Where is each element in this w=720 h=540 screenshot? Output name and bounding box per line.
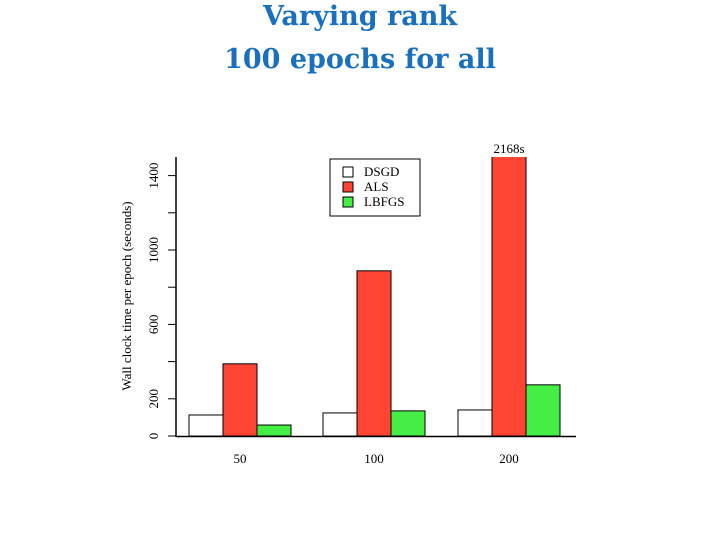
chart-title: Varying rank bbox=[262, 1, 458, 32]
x-tick-label: 100 bbox=[364, 451, 384, 466]
legend-swatch bbox=[342, 166, 354, 178]
value-label: 2168s bbox=[493, 141, 524, 156]
legend-label: LBFGS bbox=[364, 194, 404, 209]
bar bbox=[457, 409, 493, 437]
bar bbox=[491, 157, 527, 437]
bar bbox=[222, 363, 258, 437]
y-axis-label: Wall clock time per epoch (seconds) bbox=[119, 201, 134, 390]
plot-area bbox=[188, 157, 561, 437]
y-tick-label: 1400 bbox=[146, 163, 161, 189]
bar bbox=[525, 384, 561, 437]
bar bbox=[356, 270, 392, 437]
bar bbox=[188, 414, 224, 437]
bar bbox=[390, 410, 426, 437]
chart-subtitle: 100 epochs for all bbox=[224, 44, 496, 75]
legend-label: DSGD bbox=[364, 164, 399, 179]
bar bbox=[256, 424, 292, 437]
y-tick-label: 200 bbox=[146, 389, 161, 409]
x-tick-label: 50 bbox=[234, 451, 247, 466]
y-tick-label: 0 bbox=[146, 433, 161, 440]
legend-label: ALS bbox=[364, 179, 389, 194]
legend-swatch bbox=[342, 181, 354, 193]
y-tick-label: 600 bbox=[146, 315, 161, 335]
bar bbox=[322, 412, 358, 437]
y-tick-label: 1000 bbox=[146, 237, 161, 263]
x-tick-label: 200 bbox=[499, 451, 519, 466]
legend-swatch bbox=[342, 196, 354, 208]
